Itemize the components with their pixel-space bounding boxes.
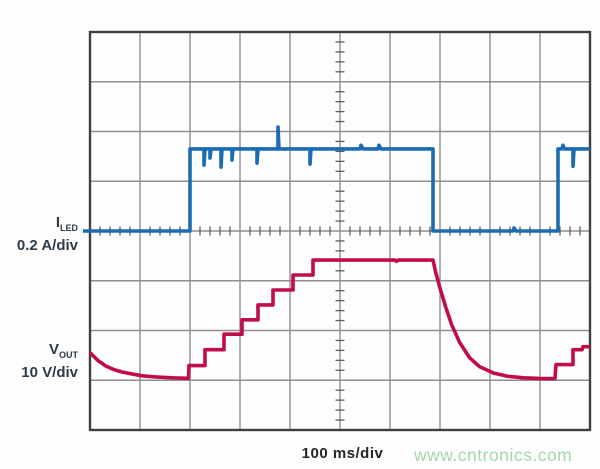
vout-trace	[88, 258, 590, 381]
vout-channel-label: VOUT 10 V/div	[21, 341, 78, 381]
iled-trace	[83, 125, 590, 233]
iled-channel-name: ILED	[55, 214, 78, 233]
vout-channel-name: VOUT	[48, 341, 78, 360]
iled-channel-scale: 0.2 A/div	[16, 237, 78, 254]
watermark: www.cntronics.com	[414, 445, 573, 465]
timebase-label: 100 ms/div	[301, 445, 384, 462]
iled-channel-label: ILED 0.2 A/div	[17, 214, 78, 254]
vout-channel-scale: 10 V/div	[21, 364, 78, 381]
